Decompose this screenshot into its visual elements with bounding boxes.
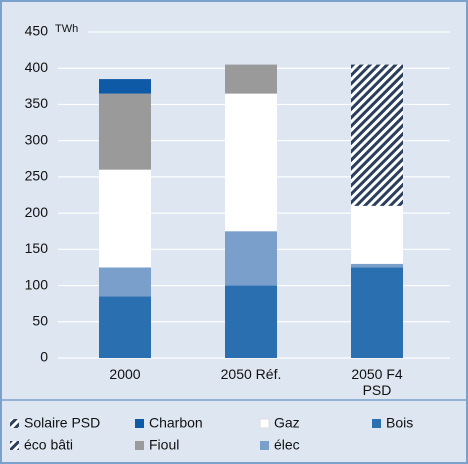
y-tick-label: 200 bbox=[25, 204, 49, 220]
legend-label: Charbon bbox=[149, 415, 203, 431]
bar-segment bbox=[351, 68, 403, 206]
legend-label: Solaire PSD bbox=[24, 415, 100, 431]
bar-segment bbox=[225, 93, 277, 232]
bar-segment bbox=[351, 267, 403, 358]
x-tick-label: 2050 F4 PSD bbox=[351, 366, 403, 398]
legend-swatch bbox=[135, 441, 144, 450]
y-tick-label: 50 bbox=[32, 312, 48, 328]
bar-segment bbox=[351, 263, 403, 268]
y-tick-label: 450 bbox=[25, 23, 49, 39]
bar-segment bbox=[99, 267, 151, 297]
legend-swatch bbox=[259, 418, 270, 429]
y-tick-label: 300 bbox=[25, 131, 49, 147]
bar-segment bbox=[99, 79, 151, 94]
y-tick-label: 350 bbox=[25, 95, 49, 111]
legend-label: élec bbox=[274, 437, 300, 453]
bar-segment bbox=[225, 231, 277, 286]
legend-swatch bbox=[135, 419, 144, 428]
bar-segment bbox=[225, 64, 277, 94]
unit-bg bbox=[52, 23, 88, 41]
legend-swatch bbox=[10, 441, 19, 450]
y-tick-label: 250 bbox=[25, 168, 49, 184]
legend-label: Gaz bbox=[274, 415, 300, 431]
bar-segment bbox=[99, 169, 151, 268]
bar-segment bbox=[351, 64, 403, 69]
legend-swatch bbox=[372, 419, 381, 428]
bar-segment bbox=[99, 296, 151, 358]
legend-label: Fioul bbox=[149, 437, 179, 453]
bar-segment bbox=[99, 93, 151, 170]
legend-swatch bbox=[260, 441, 269, 450]
x-tick-label: 2000 bbox=[109, 366, 141, 382]
legend-swatch bbox=[10, 419, 19, 428]
legend-label: Bois bbox=[386, 415, 413, 431]
x-tick-label: 2050 Réf. bbox=[220, 366, 282, 382]
legend-label: éco bâti bbox=[24, 437, 73, 453]
bar-segment bbox=[351, 205, 403, 264]
y-tick-label: 400 bbox=[25, 59, 49, 75]
y-tick-label: 150 bbox=[25, 240, 49, 256]
y-axis-unit: TWh bbox=[55, 23, 78, 35]
bar-segment bbox=[225, 285, 277, 358]
y-tick-label: 100 bbox=[25, 276, 49, 292]
y-tick-label: 0 bbox=[40, 349, 48, 365]
